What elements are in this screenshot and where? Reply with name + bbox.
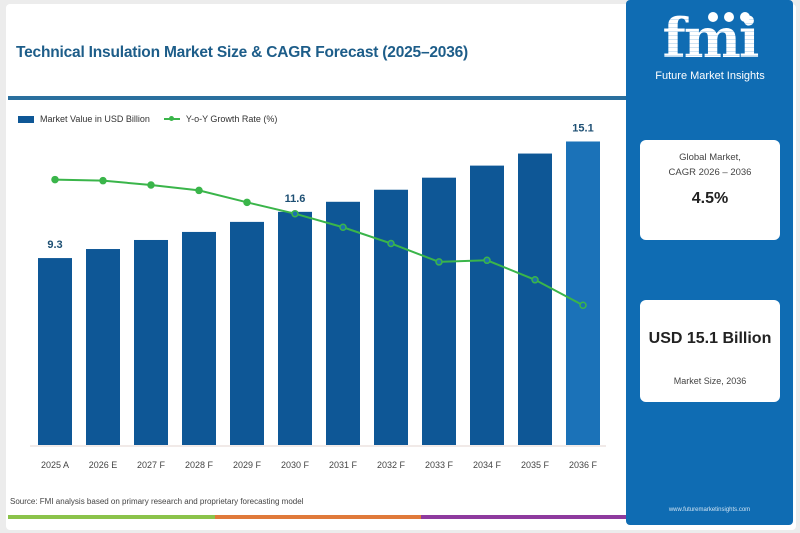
stripe-green — [8, 515, 215, 519]
growth-rate-point — [147, 181, 155, 189]
bar-2035-f — [518, 153, 552, 446]
bar-2030-f — [278, 211, 312, 445]
stripe-orange — [214, 515, 422, 519]
bar-2033-f — [422, 177, 456, 446]
summary-panel: fmi Future Market Insights Global Market… — [626, 0, 793, 525]
x-tick-label: 2032 F — [377, 460, 406, 470]
market-size-value: USD 15.1 Billion — [648, 330, 772, 347]
logo-icons — [708, 12, 750, 22]
cagr-value: 4.5% — [691, 190, 729, 207]
bar-2025-a — [38, 258, 72, 445]
color-stripe — [8, 515, 629, 519]
bar-2029-f — [230, 221, 264, 445]
cagr-box: Global Market, CAGR 2026 – 2036 4.5% — [640, 140, 780, 240]
market-size-label: Market Size, 2036 — [673, 376, 747, 386]
x-tick-label: 2035 F — [521, 460, 550, 470]
x-tick-label: 2026 E — [89, 460, 118, 470]
cagr-label: Global Market, CAGR 2026 – 2036 — [640, 150, 780, 180]
bar-2026-e — [86, 249, 120, 445]
x-tick-label: 2027 F — [137, 460, 166, 470]
cagr-label-line1: Global Market, — [679, 152, 741, 163]
growth-rate-point — [291, 209, 299, 218]
growth-rate-point — [483, 256, 491, 265]
growth-rate-point — [387, 239, 395, 248]
legend-line-label: Y-o-Y Growth Rate (%) — [185, 114, 278, 124]
legend-bar-label: Market Value in USD Billion — [40, 114, 150, 124]
legend: Market Value in USD Billion Y-o-Y Growth… — [18, 114, 277, 124]
growth-rate-line — [54, 178, 584, 307]
growth-rate-point — [195, 186, 203, 195]
chart-title: Technical Insulation Market Size & CAGR … — [16, 44, 469, 61]
x-tick-label: 2036 F — [569, 460, 598, 470]
growth-rate-point — [99, 176, 107, 185]
x-tick-label: 2031 F — [329, 460, 358, 470]
data-label: 15.1 — [572, 122, 593, 134]
x-tick-label: 2029 F — [233, 460, 262, 470]
data-label: 11.6 — [285, 193, 306, 205]
x-tick-label: 2034 F — [473, 460, 502, 470]
x-tick-label: 2030 F — [281, 460, 310, 470]
bar-2028-f — [182, 231, 216, 445]
logo-subtitle: Future Market Insights — [655, 70, 765, 82]
growth-rate-point — [339, 223, 347, 231]
bar-2034-f — [470, 165, 504, 446]
x-tick-label: 2028 F — [185, 460, 214, 470]
x-tick-label: 2025 A — [41, 460, 69, 470]
growth-rate-point — [579, 301, 587, 309]
title-divider — [8, 96, 628, 100]
bar-line-chart: 9.3 11.6 15.1 2025 A 2026 E 2027 F 2028 F 2029… — [30, 122, 606, 470]
growth-rate-point — [531, 276, 539, 284]
x-tick-label: 2033 F — [425, 460, 454, 470]
bar-2032-f — [374, 189, 408, 445]
bar-2031-f — [326, 201, 360, 445]
legend-line-swatch — [163, 116, 180, 121]
source-note: Source: FMI analysis based on primary re… — [10, 497, 304, 506]
growth-rate-point — [435, 258, 443, 266]
legend-bar-swatch — [18, 115, 34, 123]
growth-rate-point — [243, 198, 251, 207]
bar-2036-f — [566, 141, 600, 446]
stripe-purple — [421, 515, 629, 519]
growth-rate-point — [51, 175, 59, 184]
website-link[interactable]: www.futuremarketinsights.com — [668, 507, 751, 513]
market-size-box: USD 15.1 Billion Market Size, 2036 — [640, 300, 780, 402]
cagr-label-line2: CAGR 2026 – 2036 — [668, 167, 752, 178]
bar-2027-f — [134, 239, 168, 445]
data-label: 9.3 — [47, 239, 62, 251]
fmi-logo: fmi Future Market Insights — [650, 8, 770, 82]
